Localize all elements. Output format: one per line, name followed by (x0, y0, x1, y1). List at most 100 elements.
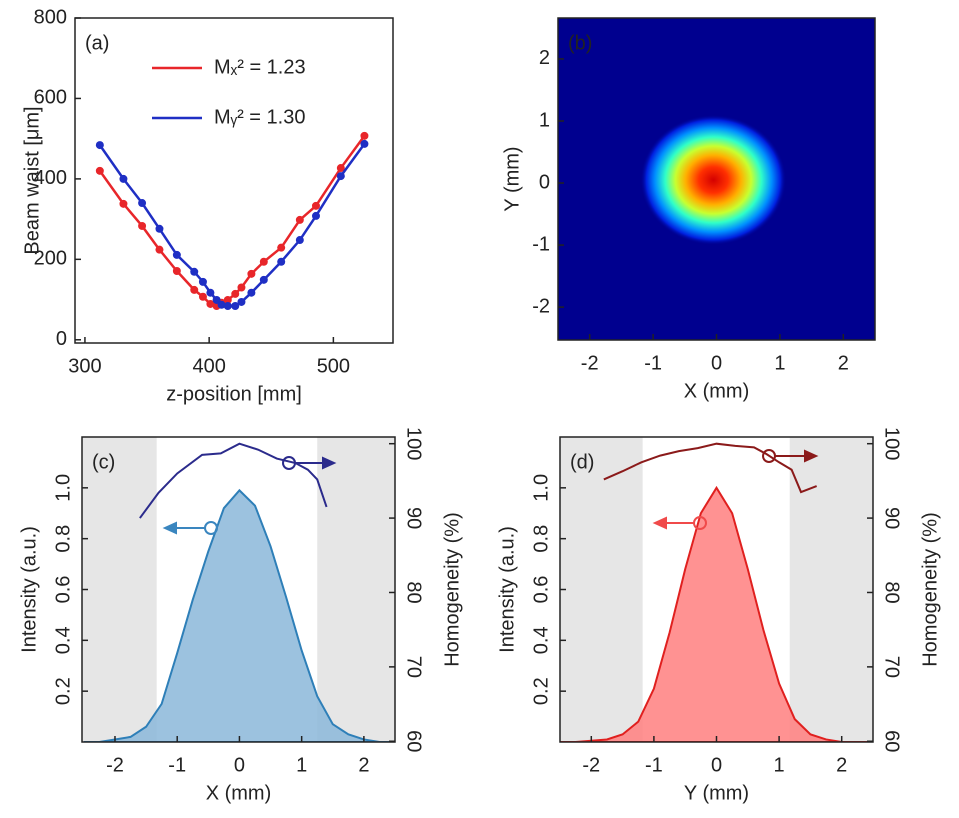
data-point (172, 267, 181, 276)
data-point (336, 164, 345, 173)
y-tick-label: 2 (539, 47, 550, 69)
y-tick-label: 1.0 (530, 474, 552, 502)
y-axis-label: Intensity (a.u.) (496, 526, 518, 653)
shade-left (560, 437, 643, 742)
panel-label: (b) (568, 32, 592, 54)
y-tick-label: 1 (539, 109, 550, 131)
data-point (259, 275, 268, 284)
y-tick-label: 0 (539, 171, 550, 193)
plot-area (560, 437, 873, 742)
data-point (190, 285, 199, 294)
plot-frame (74, 17, 394, 344)
data-point (206, 299, 215, 308)
data-point (237, 283, 246, 292)
x-tick-label: -2 (581, 352, 599, 374)
x-tick-label: 500 (317, 355, 350, 377)
data-point (119, 199, 128, 208)
legend-label: Mₓ² = 1.23 (214, 56, 306, 78)
y2-tick-label: 100 (881, 427, 903, 460)
data-point (119, 174, 128, 183)
data-point (138, 199, 147, 208)
y-tick-label: 0.4 (530, 626, 552, 654)
data-point (155, 224, 164, 233)
y-tick-label: 0 (56, 328, 67, 350)
shade-right (789, 437, 873, 742)
y2-axis-label: Homogeneity (%) (919, 512, 941, 667)
x-tick-label: 400 (192, 355, 225, 377)
data-point (198, 277, 207, 286)
plot-area (558, 18, 875, 340)
x-tick-label: 1 (774, 754, 785, 776)
y-tick-label: 0.2 (52, 677, 74, 705)
data-point (360, 139, 369, 148)
x-tick-label: 2 (836, 754, 847, 776)
data-point (172, 250, 181, 259)
data-point (95, 166, 104, 175)
y-tick-label: 0.6 (530, 576, 552, 604)
data-point (247, 288, 256, 297)
data-point (295, 236, 304, 245)
x-tick-label: 1 (296, 754, 307, 776)
intensity-area (560, 485, 873, 742)
annotations (162, 449, 819, 535)
data-point (198, 292, 207, 301)
data-point (311, 211, 320, 220)
y-tick-label: 0.6 (52, 576, 74, 604)
data-point (247, 269, 256, 278)
data-point (237, 297, 246, 306)
data-point (138, 221, 147, 230)
x-tick-label: -2 (582, 754, 600, 776)
data-point (223, 301, 232, 310)
y-tick-label: 600 (34, 87, 67, 109)
y2-tick-label: 60 (881, 730, 903, 752)
shade-left (82, 437, 157, 742)
x-tick-label: -1 (168, 754, 186, 776)
data-point (155, 245, 164, 254)
data-point (360, 131, 369, 140)
intensity-area (83, 488, 395, 742)
homogeneity-line (603, 442, 818, 494)
y2-axis-label: Homogeneity (%) (441, 512, 463, 667)
y2-tick-label: 70 (881, 656, 903, 678)
data-point (277, 257, 286, 266)
x-axis-label: z-position [mm] (166, 383, 302, 405)
data-point (217, 300, 226, 309)
data-point (206, 288, 215, 297)
x-axis-label: X (mm) (206, 782, 272, 804)
legend-label: Mᵧ² = 1.30 (214, 106, 305, 128)
plot-area (95, 131, 369, 310)
y-tick-label: -2 (532, 295, 550, 317)
y-axis-label: Intensity (a.u.) (18, 526, 40, 653)
y-axis-label: Beam waist [μm] (21, 106, 43, 254)
data-point (190, 267, 199, 276)
data-point (231, 289, 240, 298)
panel-label: (a) (85, 32, 109, 54)
x-axis-label: X (mm) (684, 380, 750, 402)
y-tick-label: 1.0 (52, 474, 74, 502)
x-tick-label: -1 (645, 754, 663, 776)
y-tick-label: 0.8 (530, 525, 552, 553)
arrow-homogeneity-c (282, 456, 337, 470)
data-point (259, 257, 268, 266)
y2-tick-label: 60 (403, 730, 425, 752)
y-axis-label: Y (mm) (501, 146, 523, 211)
data-point (223, 295, 232, 304)
y-tick-label: 0.4 (52, 626, 74, 654)
x-tick-label: 0 (711, 352, 722, 374)
arrow-homogeneity-d (762, 449, 819, 463)
y2-tick-label: 100 (403, 427, 425, 460)
x-tick-label: 300 (68, 355, 101, 377)
y-tick-label: 200 (34, 248, 67, 270)
arrow-intensity-d (652, 516, 707, 530)
x-tick-label: 2 (358, 754, 369, 776)
data-point (295, 215, 304, 224)
y-tick-label: 0.2 (530, 677, 552, 705)
y2-tick-label: 80 (881, 581, 903, 603)
y-tick-label: -1 (532, 233, 550, 255)
y2-tick-label: 70 (403, 656, 425, 678)
x-axis-label: Y (mm) (684, 782, 749, 804)
data-point (311, 201, 320, 210)
arrow-intensity-c (162, 521, 218, 535)
panel-label: (c) (92, 451, 115, 473)
